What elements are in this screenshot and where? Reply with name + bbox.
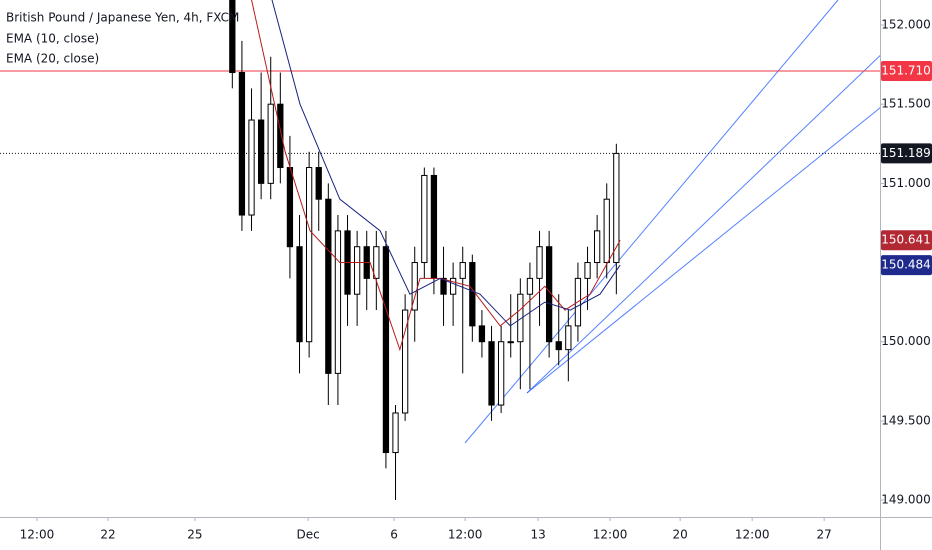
candle-body	[555, 341, 562, 351]
candle-body	[334, 230, 342, 374]
candle-body	[353, 246, 361, 295]
candle-body	[584, 262, 591, 279]
price-label: 151.710	[881, 63, 931, 77]
y-tick-label: 149.500	[881, 413, 931, 427]
y-tick-label: 151.500	[881, 97, 931, 111]
x-tick-label: 13	[530, 528, 545, 542]
candle-body	[593, 230, 601, 264]
y-tick-label: 149.000	[881, 493, 931, 507]
candle-body	[382, 246, 390, 454]
candle-body	[267, 103, 274, 184]
x-tick-label: 12:00	[20, 528, 55, 542]
candle-body	[526, 277, 534, 295]
candle-body	[603, 198, 610, 264]
candle-body	[248, 119, 255, 216]
x-tick-label: 6	[390, 528, 398, 542]
y-tick-label: 152.000	[881, 18, 931, 32]
candle-body	[305, 167, 313, 343]
price-label-bg	[881, 60, 932, 81]
legend-entry: EMA (20, close)	[6, 52, 99, 66]
candle-body	[257, 119, 265, 184]
trend-line	[526, 55, 880, 394]
candle-body	[517, 293, 524, 343]
price-label: 151.189	[881, 146, 931, 160]
price-label-bg	[881, 255, 932, 276]
y-tick-label: 150.000	[881, 334, 931, 348]
ema-line	[251, 0, 621, 352]
candle-body	[565, 325, 572, 351]
x-tick-label: 20	[673, 528, 688, 542]
x-tick-label: 27	[817, 528, 832, 542]
legend-entry: EMA (10, close)	[6, 32, 99, 46]
y-tick-label: 151.000	[881, 176, 931, 190]
x-tick-label: 12:00	[593, 528, 628, 542]
candle-body	[296, 246, 303, 343]
price-label-bg	[881, 230, 932, 251]
candle-body	[229, 0, 236, 74]
chart-title: British Pound / Japanese Yen, 4h, FXCM	[6, 11, 239, 25]
candle-body	[449, 277, 457, 295]
candle-body	[459, 262, 466, 279]
x-tick-label: 12:00	[735, 528, 770, 542]
candle-body	[478, 325, 486, 343]
trend-line	[526, 107, 880, 394]
candle-body	[536, 246, 543, 279]
candle-body	[373, 246, 380, 279]
candle-body	[277, 103, 284, 169]
candle-body	[613, 152, 620, 264]
candle-body	[488, 341, 495, 406]
trend-line	[464, 0, 839, 444]
price-label: 150.484	[881, 258, 931, 272]
candle-body	[507, 341, 514, 344]
candle-body	[401, 309, 409, 414]
candle-body	[238, 72, 246, 216]
candle-body	[315, 167, 322, 200]
x-tick-label: 12:00	[448, 528, 483, 542]
candle-body	[440, 277, 447, 295]
price-label: 150.641	[881, 233, 931, 247]
plot-area	[0, 0, 880, 501]
x-tick-label: 22	[100, 528, 115, 542]
candle-body	[286, 167, 294, 248]
candle-body	[430, 174, 438, 279]
candle-body	[325, 198, 332, 374]
x-tick-label: Dec	[297, 528, 320, 542]
ema-line	[271, 0, 621, 327]
candle-body	[469, 262, 476, 327]
candle-body	[421, 174, 428, 264]
candle-body	[497, 341, 505, 406]
price-label-bg	[881, 143, 932, 164]
x-tick-label: 25	[187, 528, 202, 542]
candle-body	[392, 412, 399, 454]
